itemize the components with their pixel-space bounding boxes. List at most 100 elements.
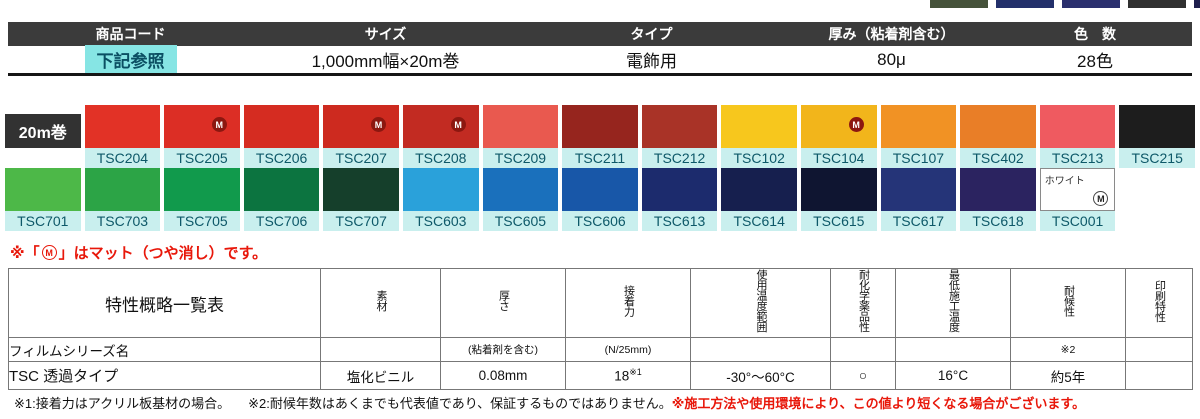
color-swatch-tsc706	[243, 168, 320, 211]
color-swatch-tsc705	[164, 168, 240, 211]
swatch-code-label: TSC001	[1039, 211, 1116, 231]
matte-note: ※「 M 」はマット（つや消し）です。	[10, 242, 267, 263]
matte-badge-icon: M	[370, 117, 386, 132]
matte-note-suffix: 」はマット（つや消し）です。	[58, 245, 268, 262]
swatch-code-label: TSC605	[482, 211, 559, 231]
label-cell: TSC212	[641, 148, 718, 168]
label-cell: TSC605	[482, 211, 559, 231]
label-cell: TSC205	[164, 148, 240, 168]
swatch-cell	[641, 105, 718, 148]
swatch-code-label: TSC615	[800, 211, 877, 231]
thickness-value: 80μ	[877, 49, 906, 69]
swatch-cell: M	[800, 105, 877, 148]
swatch-labels-1: TSC204 TSC205 TSC206 TSC207 TSC208 TSC209 TSC2…	[5, 148, 1195, 168]
swatch-code-label: TSC402	[960, 148, 1036, 168]
swatch-cell	[164, 168, 240, 211]
spec-values-row: 下記参照 1,000mm幅×20m巻 電飾用 80μ 28色	[8, 45, 1192, 74]
label-cell: TSC703	[84, 211, 161, 231]
color-swatch-tsc703	[84, 168, 161, 211]
cropped-swatch	[1194, 0, 1200, 8]
footnote-2: ※2:耐候年数はあくまでも代表値であり、保証するものではありません。	[248, 396, 672, 411]
sub-material	[320, 337, 441, 362]
color-swatch-tsc603	[402, 168, 479, 211]
swatch-code-label: TSC617	[880, 211, 957, 231]
label-cell: TSC615	[800, 211, 877, 231]
swatch-code-label: TSC208	[402, 148, 479, 168]
sub-thickness: (粘着剤を含む)	[440, 337, 566, 362]
col-header-min-temp: 最低施工温度	[947, 269, 960, 332]
swatch-cell	[1119, 105, 1195, 148]
sub-min-temp	[895, 337, 1011, 362]
swatch-cell	[1039, 105, 1116, 148]
color-swatch-tsc207: M	[323, 105, 399, 148]
color-swatch-tsc102	[721, 105, 797, 148]
swatch-code-label: TSC603	[402, 211, 479, 231]
footnote-1: ※1:接着力はアクリル板基材の場合。	[14, 396, 231, 411]
swatch-code-label: TSC205	[164, 148, 240, 168]
swatch-labels-2: TSC701 TSC703 TSC705 TSC706 TSC707 TSC603 TSC6…	[5, 211, 1195, 231]
color-swatch-tsc205: M	[164, 105, 240, 148]
swatch-code-label: TSC209	[482, 148, 559, 168]
label-cell: TSC402	[960, 148, 1036, 168]
val-temp-range: -30°〜60°C	[690, 361, 831, 390]
label-cell: TSC603	[402, 211, 479, 231]
color-swatch-tsc613	[641, 168, 718, 211]
val-adhesion: 18※1	[565, 361, 691, 390]
color-swatch-tsc206	[243, 105, 320, 148]
color-swatch-tsc208: M	[402, 105, 479, 148]
swatch-cell	[721, 168, 797, 211]
table-title: 特性概略一覧表	[8, 268, 321, 338]
series-row-name: TSC 透過タイプ	[8, 361, 321, 390]
val-thickness: 0.08mm	[440, 361, 566, 390]
color-swatch-tsc209	[482, 105, 559, 148]
color-count-value: 28色	[1077, 52, 1113, 71]
swatch-code-label: TSC215	[1119, 148, 1195, 168]
sub-chemical	[830, 337, 896, 362]
matte-badge-icon: M	[848, 117, 864, 132]
empty-cell	[1119, 168, 1195, 211]
sub-weather: ※2	[1010, 337, 1126, 362]
swatch-code-label: TSC618	[960, 211, 1036, 231]
label-cell: TSC211	[562, 148, 638, 168]
label-cell: TSC208	[402, 148, 479, 168]
label-cell: TSC614	[721, 211, 797, 231]
sub-adhesion: (N/25mm)	[565, 337, 691, 362]
val-material: 塩化ビニル	[320, 361, 441, 390]
col-header-weather: 耐候性	[1062, 284, 1075, 317]
label-cell: TSC207	[323, 148, 399, 168]
swatch-row-1: 20m巻 M M M M	[5, 105, 1195, 148]
matte-badge-icon: M	[1093, 191, 1109, 206]
swatch-cell	[84, 168, 161, 211]
header-color-count: 色 数	[1074, 26, 1116, 42]
header-size: サイズ	[364, 26, 407, 42]
color-swatch-tsc402	[960, 105, 1036, 148]
color-swatch-tsc617	[880, 168, 957, 211]
swatch-code-label: TSC211	[562, 148, 638, 168]
swatch-code-label: TSC104	[800, 148, 877, 168]
adhesion-number: 18	[614, 368, 630, 384]
adhesion-footnote-ref: ※1	[629, 367, 642, 378]
label-cell: TSC618	[960, 211, 1036, 231]
col-header-adhesion: 接着力	[622, 284, 635, 317]
swatch-cell	[562, 168, 638, 211]
label-cell: TSC706	[243, 211, 320, 231]
label-cell: TSC209	[482, 148, 559, 168]
size-value: 1,000mm幅×20m巻	[311, 52, 460, 71]
swatch-code-label: TSC212	[641, 148, 718, 168]
matte-note-prefix: ※「	[10, 245, 40, 262]
header-product-code: 商品コード	[95, 26, 166, 42]
swatch-cell	[84, 105, 161, 148]
white-swatch-name: ホワイト	[1044, 176, 1085, 187]
film-series-label: フィルムシリーズ名	[8, 337, 321, 362]
swatch-cell	[960, 168, 1036, 211]
col-header-material: 素材	[375, 290, 387, 311]
swatch-cell	[641, 168, 718, 211]
swatch-code-label: TSC204	[84, 148, 161, 168]
color-swatch-tsc606	[562, 168, 638, 211]
label-cell: TSC107	[880, 148, 957, 168]
val-weather: 約5年	[1010, 361, 1126, 390]
label-cell: TSC701	[5, 211, 81, 231]
swatch-cell	[880, 105, 957, 148]
swatch-code-label: TSC102	[721, 148, 797, 168]
val-print	[1125, 361, 1193, 390]
